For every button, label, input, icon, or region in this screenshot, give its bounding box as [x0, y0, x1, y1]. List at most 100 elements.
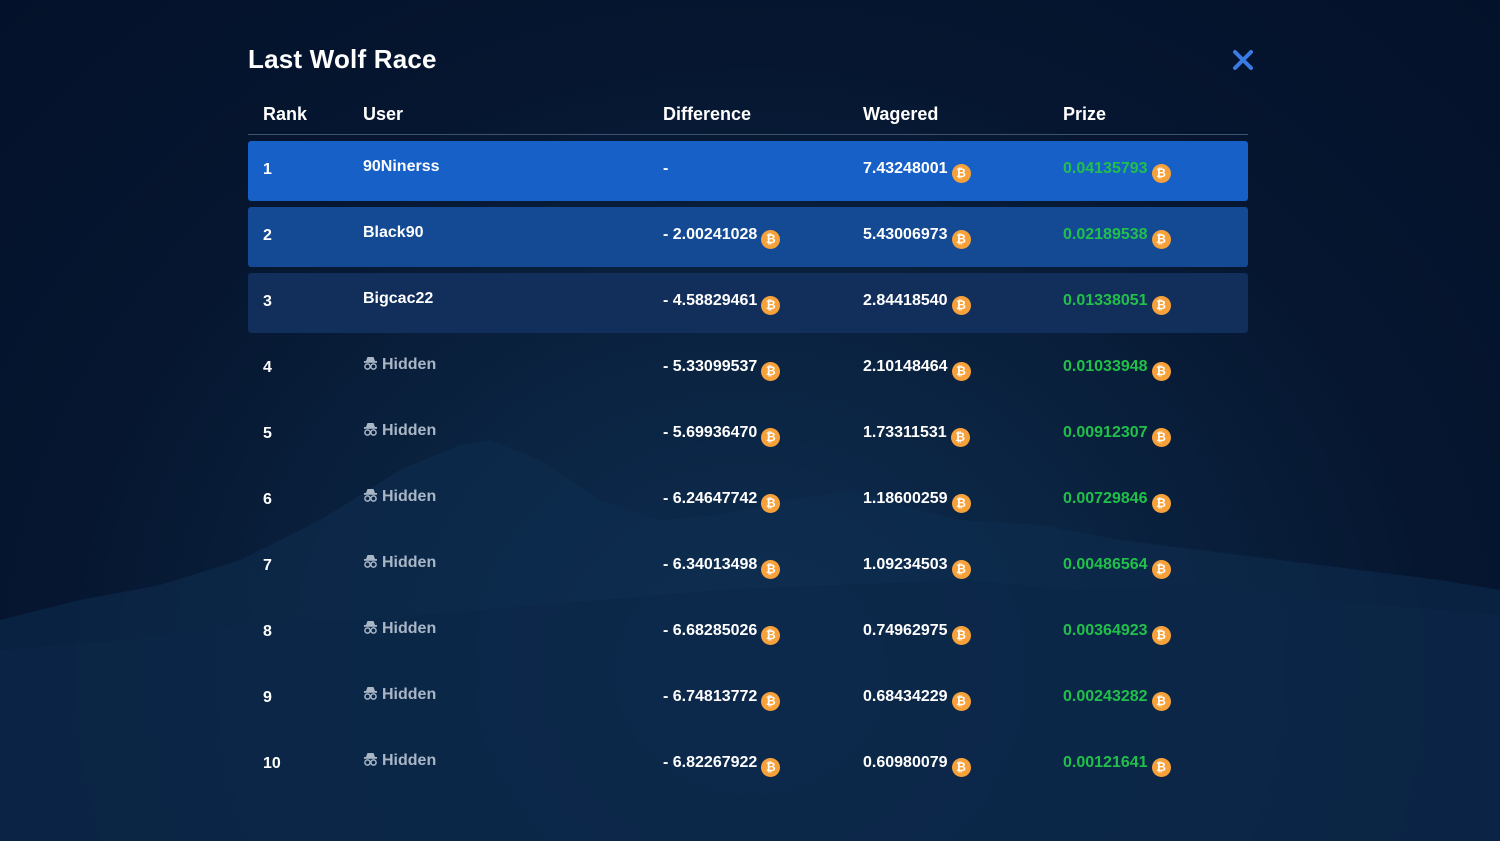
username: Black90: [363, 224, 424, 241]
bitcoin-icon: ₿: [1151, 230, 1171, 249]
table-row[interactable]: 2 Black90- 2.00241028 ₿ 5.43006973 ₿ 0.021895…: [248, 207, 1248, 267]
hidden-user-cell: Hidden: [363, 752, 436, 770]
bitcoin-icon: ₿: [761, 296, 781, 315]
bitcoin-icon: ₿: [1151, 692, 1171, 711]
prize-value: 0.00364923: [1063, 622, 1148, 639]
modal-title: Last Wolf Race: [248, 44, 437, 74]
table-row[interactable]: 4 Hidden - 5.33099537 ₿ 2.10148464 ₿ 0.0103394…: [248, 339, 1248, 399]
wagered-cell: 2.84418540 ₿: [863, 292, 971, 315]
difference-value: - 4.58829461: [663, 292, 758, 309]
difference-value: -: [663, 160, 669, 177]
difference-cell: - 5.69936470 ₿: [663, 424, 781, 447]
bitcoin-icon: ₿: [1151, 362, 1171, 381]
close-icon: [1233, 50, 1253, 70]
table-row[interactable]: 7 Hidden - 6.34013498 ₿ 1.09234503 ₿ 0.0048656…: [248, 537, 1248, 597]
prize-cell: 0.00729846 ₿: [1063, 490, 1171, 513]
prize-value: 0.04135793: [1063, 160, 1148, 177]
bitcoin-icon: ₿: [1151, 296, 1171, 315]
table-row[interactable]: 8 Hidden - 6.68285026 ₿ 0.74962975 ₿ 0.0036492…: [248, 603, 1248, 663]
prize-value: 0.00729846: [1063, 490, 1148, 507]
username: Hidden: [382, 686, 437, 703]
hidden-user-cell: Hidden: [363, 422, 436, 440]
table-row[interactable]: 1 90Ninerss - 7.43248001 ₿ 0.04135793 ₿: [248, 141, 1248, 201]
prize-cell: 0.00364923 ₿: [1063, 622, 1171, 645]
difference-value: - 6.82267922: [663, 754, 758, 771]
user-cell[interactable]: 90Ninerss: [363, 158, 440, 176]
wagered-value: 1.18600259: [863, 490, 948, 507]
bitcoin-icon: ₿: [951, 560, 971, 579]
prize-cell: 0.02189538 ₿: [1063, 226, 1171, 249]
bitcoin-icon: ₿: [761, 560, 781, 579]
incognito-icon: [364, 753, 377, 766]
bitcoin-icon: ₿: [951, 626, 971, 645]
bitcoin-icon: ₿: [951, 758, 971, 777]
incognito-icon: [364, 555, 377, 568]
hidden-user-cell: Hidden: [363, 620, 436, 638]
bitcoin-icon: ₿: [761, 626, 781, 645]
table-row[interactable]: 6 Hidden - 6.24647742 ₿ 1.18600259 ₿ 0.0072984…: [248, 471, 1248, 531]
incognito-icon: [364, 621, 377, 634]
wagered-cell: 1.73311531 ₿: [863, 424, 970, 447]
username: Hidden: [382, 554, 437, 571]
header-user: User: [363, 104, 404, 124]
bitcoin-icon: ₿: [761, 362, 781, 381]
difference-value: - 6.74813772: [663, 688, 758, 705]
difference-value: - 2.00241028: [663, 226, 758, 243]
bitcoin-icon: ₿: [761, 428, 781, 447]
difference-value: - 6.24647742: [663, 490, 758, 507]
prize-cell: 0.00243282 ₿: [1063, 688, 1171, 711]
prize-value: 0.01338051: [1063, 292, 1148, 309]
wagered-value: 0.74962975: [863, 622, 948, 639]
table-row[interactable]: 9 Hidden - 6.74813772 ₿ 0.68434229 ₿ 0.0024328…: [248, 669, 1248, 729]
username: Hidden: [382, 356, 437, 373]
rank-cell: 3: [263, 293, 272, 310]
wagered-value: 2.10148464: [863, 358, 948, 375]
username: 90Ninerss: [363, 158, 440, 175]
incognito-icon: [364, 687, 377, 700]
bitcoin-icon: ₿: [1151, 164, 1171, 183]
wagered-cell: 1.18600259 ₿: [863, 490, 971, 513]
user-cell[interactable]: Black90: [363, 224, 424, 242]
hidden-user-cell: Hidden: [363, 356, 436, 374]
bitcoin-icon: ₿: [951, 230, 971, 249]
header-difference: Difference: [663, 104, 752, 124]
prize-value: 0.00912307: [1063, 424, 1148, 441]
prize-value: 0.00121641: [1063, 754, 1148, 771]
hidden-user-cell: Hidden: [363, 686, 436, 704]
prize-value: 0.02189538: [1063, 226, 1148, 243]
table-row[interactable]: 5 Hidden - 5.69936470 ₿ 1.73311531 ₿ 0.0091230…: [248, 405, 1248, 465]
difference-value: - 5.33099537: [663, 358, 758, 375]
wagered-value: 2.84418540: [863, 292, 948, 309]
difference-value: - 6.34013498: [663, 556, 758, 573]
wagered-cell: 1.09234503 ₿: [863, 556, 971, 579]
header-prize: Prize: [1063, 104, 1107, 124]
bitcoin-icon: ₿: [761, 692, 781, 711]
difference-cell: -: [663, 160, 668, 178]
prize-cell: 0.01033948 ₿: [1063, 358, 1171, 381]
username: Hidden: [382, 752, 437, 769]
rank-cell: 9: [263, 689, 272, 706]
incognito-icon: [364, 489, 377, 502]
table-row[interactable]: 3 Bigcac22- 4.58829461 ₿ 2.84418540 ₿ 0.01338…: [248, 273, 1248, 333]
bitcoin-icon: ₿: [1151, 494, 1171, 513]
table-body: 1 90Ninerss -7.43248001 ₿ 0.04135793 ₿ 2 Black9…: [248, 141, 1248, 801]
prize-cell: 0.00121641 ₿: [1063, 754, 1171, 777]
user-cell[interactable]: Bigcac22: [363, 290, 433, 308]
header-rank: Rank: [263, 104, 308, 124]
hidden-user-cell: Hidden: [363, 554, 436, 572]
wagered-cell: 7.43248001 ₿: [863, 160, 971, 183]
wagered-value: 0.68434229: [863, 688, 948, 705]
difference-cell: - 6.24647742 ₿: [663, 490, 781, 513]
rank-cell: 1: [263, 161, 272, 178]
bitcoin-icon: ₿: [950, 428, 970, 447]
wagered-cell: 0.74962975 ₿: [863, 622, 971, 645]
bitcoin-icon: ₿: [1151, 758, 1171, 777]
incognito-icon: [364, 423, 377, 436]
wagered-value: 7.43248001: [863, 160, 948, 177]
close-button[interactable]: [1230, 47, 1256, 73]
table-row[interactable]: 10 Hidden - 6.82267922 ₿ 0.60980079 ₿ 0.001216…: [248, 735, 1248, 795]
bitcoin-icon: ₿: [761, 494, 781, 513]
wagered-value: 5.43006973: [863, 226, 948, 243]
rank-cell: 2: [263, 227, 272, 244]
